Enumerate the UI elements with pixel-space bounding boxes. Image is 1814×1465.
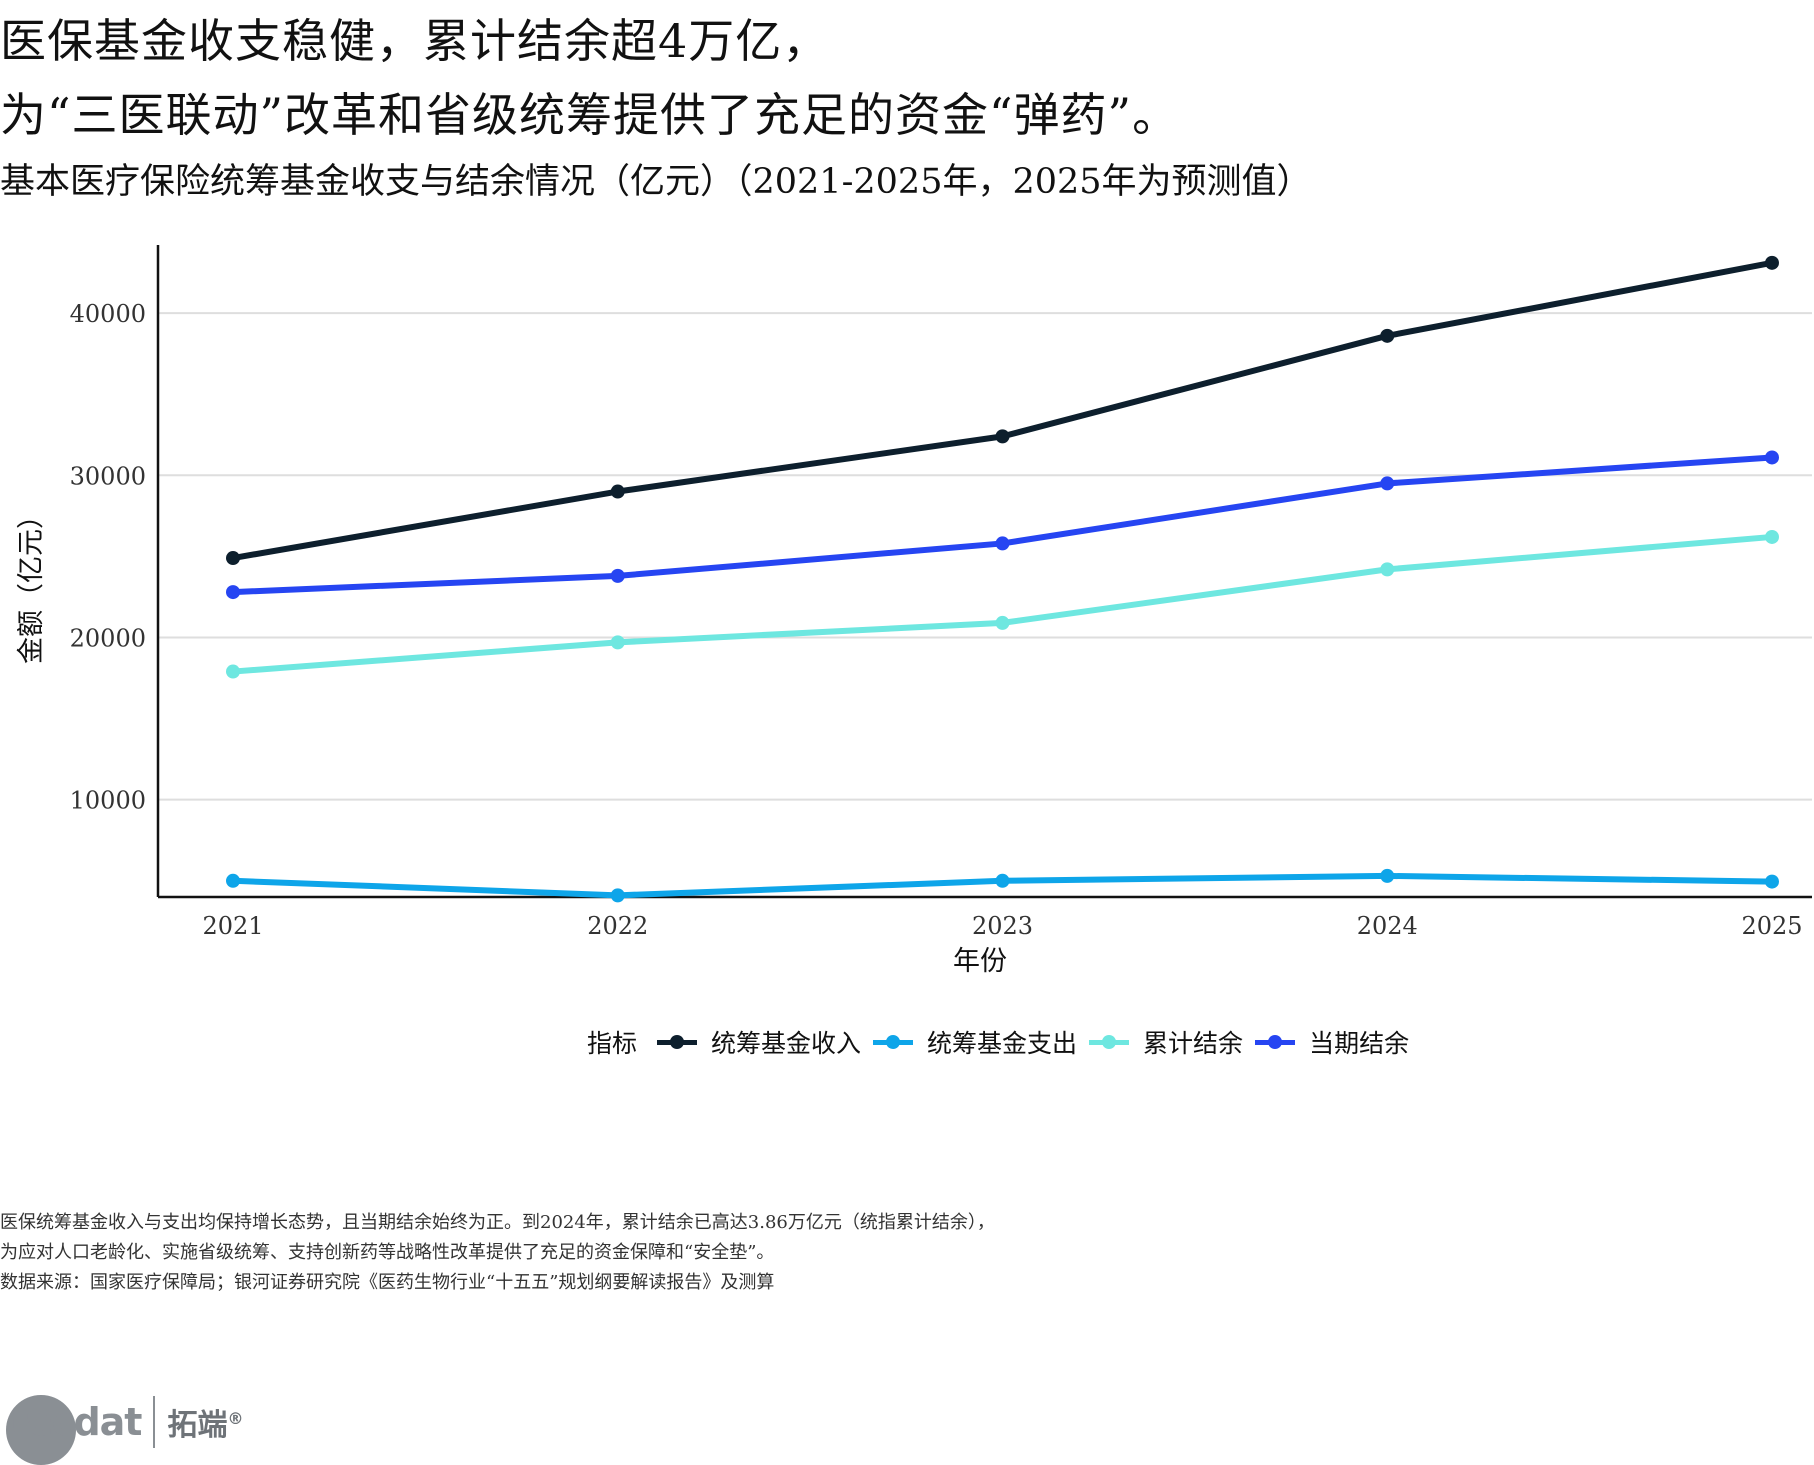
x-axis-title: 年份 bbox=[953, 946, 1007, 977]
legend: 指标 统筹基金收入 统筹基金支出 累计结余 当期结余 bbox=[587, 1022, 1421, 1062]
legend-item-3: 当期结余 bbox=[1255, 1024, 1409, 1060]
data-point-s2-2024 bbox=[1380, 562, 1395, 577]
brand-cn-text: 拓端 bbox=[167, 1408, 228, 1443]
logo-wordmark: tecdat bbox=[10, 1400, 142, 1444]
legend-label: 统筹基金收入 bbox=[711, 1029, 862, 1058]
data-point-s2-2021 bbox=[226, 664, 240, 679]
legend-item-2: 累计结余 bbox=[1089, 1024, 1243, 1060]
data-point-s3-2022 bbox=[610, 568, 625, 583]
data-point-s2-2022 bbox=[610, 635, 625, 650]
data-point-s1-2021 bbox=[226, 873, 240, 888]
registered-mark: ® bbox=[227, 1409, 244, 1428]
chart-title-line-2: 为“三医联动”改革和省级统筹提供了充足的资金“弹药”。 bbox=[0, 88, 1180, 142]
data-point-s1-2023 bbox=[995, 873, 1010, 888]
y-tick-label-40000: 40000 bbox=[70, 300, 146, 328]
legend-key-dot bbox=[670, 1035, 685, 1049]
legend-key-icon bbox=[657, 1032, 698, 1052]
legend-key-icon bbox=[1089, 1032, 1130, 1052]
data-point-s1-2022 bbox=[610, 888, 625, 903]
y-tick-label-10000: 10000 bbox=[70, 787, 146, 815]
data-point-s3-2023 bbox=[995, 536, 1010, 551]
legend-label: 当期结余 bbox=[1309, 1029, 1410, 1058]
x-tick-label-2025: 2025 bbox=[1741, 912, 1802, 940]
data-point-s1-2024 bbox=[1380, 868, 1395, 883]
note-line-1: 医保统筹基金收入与支出均保持增长态势，且当期结余始终为正。到2024年，累计结余… bbox=[0, 1212, 995, 1233]
chart-notes: 医保统筹基金收入与支出均保持增长态势，且当期结余始终为正。到2024年，累计结余… bbox=[0, 1208, 995, 1298]
series-line-3 bbox=[230, 454, 1775, 596]
logo-divider bbox=[153, 1396, 156, 1448]
line-chart: 10000 20000 30000 40000 2021 2022 2023 2024 2025… bbox=[16, 245, 1812, 977]
tecdat-logo: tecdat bbox=[6, 1393, 142, 1465]
chart-title-line-1: 医保基金收支稳健，累计结余超4万亿， bbox=[0, 14, 830, 68]
y-tick-label-20000: 20000 bbox=[70, 624, 146, 652]
y-axis-title: 金额（亿元） bbox=[16, 502, 47, 664]
legend-label: 统筹基金支出 bbox=[927, 1029, 1078, 1058]
x-tick-label-2021: 2021 bbox=[202, 912, 263, 940]
data-point-s3-2025 bbox=[1765, 450, 1779, 465]
data-point-s0-2024 bbox=[1380, 328, 1395, 343]
data-point-s2-2025 bbox=[1765, 529, 1779, 544]
legend-key-icon bbox=[1255, 1032, 1296, 1052]
legend-items: 统筹基金收入 统筹基金支出 累计结余 当期结余 bbox=[657, 1024, 1421, 1060]
data-point-s0-2022 bbox=[610, 484, 625, 499]
series-line-0 bbox=[230, 259, 1775, 562]
legend-key-dot bbox=[1102, 1035, 1117, 1049]
y-tick-label-30000: 30000 bbox=[70, 462, 146, 490]
brand-logo: tecdat 拓端® bbox=[6, 1392, 243, 1465]
series-line-2 bbox=[230, 533, 1775, 675]
data-point-s3-2021 bbox=[226, 585, 240, 600]
legend-item-1: 统筹基金支出 bbox=[873, 1024, 1077, 1060]
data-point-s3-2024 bbox=[1380, 476, 1395, 491]
legend-key-icon bbox=[873, 1032, 914, 1052]
data-point-s0-2023 bbox=[995, 429, 1010, 444]
x-tick-label-2024: 2024 bbox=[1357, 912, 1418, 940]
x-tick-label-2022: 2022 bbox=[587, 912, 648, 940]
brand-cn-name: 拓端® bbox=[167, 1400, 243, 1444]
note-source: 数据来源：国家医疗保障局；银河证券研究院《医药生物行业“十五五”规划纲要解读报告… bbox=[0, 1272, 775, 1293]
note-line-2: 为应对人口老龄化、实施省级统筹、支持创新药等战略性改革提供了充足的资金保障和“安… bbox=[0, 1242, 775, 1263]
legend-item-0: 统筹基金收入 bbox=[657, 1024, 861, 1060]
legend-title: 指标 bbox=[587, 1029, 638, 1058]
legend-label: 累计结余 bbox=[1143, 1029, 1244, 1058]
data-point-s0-2021 bbox=[226, 551, 240, 566]
legend-key-dot bbox=[886, 1035, 901, 1049]
data-point-s2-2023 bbox=[995, 615, 1010, 630]
data-point-s1-2025 bbox=[1765, 874, 1779, 889]
legend-key-dot bbox=[1268, 1035, 1283, 1049]
x-tick-label-2023: 2023 bbox=[972, 912, 1033, 940]
data-point-s0-2025 bbox=[1765, 255, 1779, 270]
chart-subtitle: 基本医疗保险统筹基金收支与结余情况（亿元）（2021-2025年，2025年为预… bbox=[0, 162, 1312, 202]
